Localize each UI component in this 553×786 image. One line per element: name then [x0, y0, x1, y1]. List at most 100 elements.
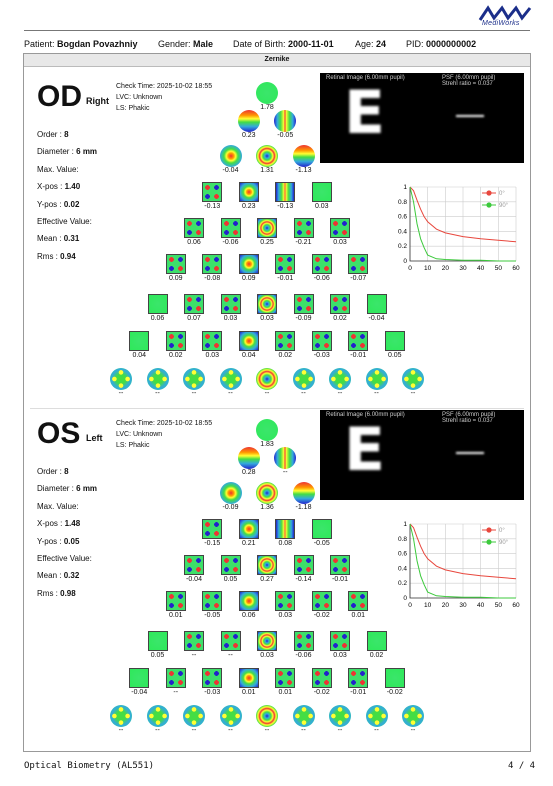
zernike-term-4-1 — [220, 555, 241, 575]
zernike-value-3-0: -0.15 — [204, 540, 221, 547]
retinal-image: Retinal Image (6.00mm pupil) PSF (6.00mm… — [320, 73, 524, 163]
zernike-value-5-4: -0.06 — [313, 275, 330, 282]
zernike-value-7-0: 0.04 — [132, 352, 147, 359]
zernike-term-5-0 — [165, 591, 186, 611]
zernike-value-8-3: -- — [228, 727, 233, 734]
zernike-term-4-1 — [220, 218, 241, 238]
x-tick-label: 30 — [459, 602, 467, 609]
zernike-value-5-0: 0.01 — [168, 612, 183, 619]
zernike-term-5-4 — [311, 254, 332, 274]
zernike-term-8-7 — [365, 368, 388, 390]
zernike-term-3-0 — [202, 182, 223, 202]
mtf-chart: 0 10 20 30 40 50 60 0 0.2 0.4 0.6 0.8 1 0° 90° — [396, 183, 521, 273]
x-tick-label: 0 — [408, 602, 412, 609]
age-field: Age: 24 — [355, 39, 387, 49]
y-tick-label: 0.6 — [398, 214, 407, 221]
zernike-value-5-1: -0.05 — [204, 612, 221, 619]
retinal-image: Retinal Image (6.00mm pupil) PSF (6.00mm… — [320, 410, 524, 500]
patient-name: Bogdan Povazhniy — [57, 39, 138, 49]
zernike-term-3-2 — [275, 182, 296, 202]
zernike-value-8-5: -- — [301, 390, 306, 397]
gender-field: Gender: Male — [158, 39, 214, 49]
zernike-term-8-0 — [110, 368, 132, 390]
zernike-term-2-0 — [219, 145, 242, 167]
zernike-value-5-2: 0.06 — [241, 612, 256, 619]
zernike-value-2-0: -0.09 — [222, 504, 239, 511]
zernike-value-6-3: 0.03 — [260, 652, 274, 659]
zernike-term-8-1 — [146, 705, 169, 727]
ls-text: LS: Phakic — [116, 105, 150, 112]
zernike-term-7-6 — [348, 668, 369, 688]
zernike-term-7-1 — [165, 331, 186, 351]
zernike-value-7-7: -0.02 — [386, 689, 403, 696]
zernike-term-7-2 — [202, 331, 223, 351]
zernike-term-8-4 — [256, 705, 278, 727]
zernike-value-5-0: 0.09 — [168, 275, 183, 282]
y-tick-label: 0 — [403, 258, 407, 265]
zernike-value-4-3: -0.21 — [295, 239, 312, 246]
x-tick-label: 50 — [495, 602, 503, 609]
zernike-value-0-0: 1.78 — [260, 104, 274, 111]
zernike-value-5-5: -0.07 — [350, 275, 367, 282]
ypos-value: 0.02 — [63, 199, 80, 209]
xpos-value: 1.40 — [64, 182, 81, 192]
zernike-term-6-3 — [257, 631, 277, 651]
series-line-1 — [409, 523, 516, 599]
zernike-term-2-1 — [256, 145, 278, 167]
zernike-term-5-3 — [275, 591, 296, 611]
zernike-value-8-2: -- — [191, 390, 197, 397]
psf-line — [456, 115, 484, 117]
rms-label: Rms : — [37, 251, 58, 261]
legend-label-0: 0° — [499, 528, 505, 534]
zernike-term-7-0 — [129, 331, 150, 351]
zernike-term-7-1 — [165, 668, 186, 688]
zernike-value-7-2: 0.03 — [205, 352, 220, 359]
zernike-term-8-8 — [402, 705, 424, 727]
zernike-value-8-2: -- — [191, 727, 197, 734]
psf-label: PSF (6.00mm pupil) Strehl ratio = 0.037 — [442, 75, 496, 87]
zernike-value-1-0: 0.28 — [241, 469, 256, 476]
pid-field: PID: 0000000002 — [406, 39, 477, 49]
zernike-term-7-7 — [384, 331, 405, 351]
zernike-value-6-6: 0.02 — [369, 652, 384, 659]
ypos-row: Y-pos : 0.05 — [37, 533, 97, 550]
e-optotype-icon: E — [344, 78, 385, 148]
zernike-value-6-3: 0.03 — [260, 315, 274, 322]
zernike-value-7-2: -0.03 — [204, 689, 221, 696]
rms-row: Rms : 0.98 — [37, 585, 97, 602]
check-info: Check Time: 2025-10-02 18:55 LVC: Unknown… — [116, 81, 212, 114]
zernike-value-8-4: -- — [264, 727, 270, 734]
zernike-term-7-6 — [348, 331, 369, 351]
eff-label: Effective Value: — [37, 217, 92, 227]
zernike-term-1-1 — [274, 447, 297, 469]
zernike-value-8-7: -- — [374, 390, 379, 397]
psf-line — [456, 452, 484, 454]
zernike-term-8-3 — [219, 705, 242, 727]
zernike-value-8-1: -- — [155, 727, 160, 734]
legend-marker-0 — [486, 190, 492, 196]
x-tick-label: 0 — [408, 265, 412, 272]
eye-code: OS — [37, 417, 81, 450]
zernike-value-8-6: -- — [337, 390, 343, 397]
lvc-text: LVC: Unknown — [116, 94, 163, 101]
diameter-label: Diameter : — [37, 147, 74, 157]
diameter-row: Diameter : 6 mm — [37, 143, 97, 160]
zernike-term-7-5 — [311, 668, 332, 688]
max-row: Max. Value: — [37, 498, 97, 515]
dob-field: Date of Birth: 2000-11-01 — [233, 39, 334, 49]
zernike-term-3-0 — [202, 519, 223, 539]
legend-marker-1 — [486, 202, 492, 208]
zernike-term-2-0 — [219, 482, 242, 504]
x-tick-label: 10 — [424, 602, 432, 609]
zernike-term-3-3 — [311, 519, 332, 539]
zernike-value-3-3: -0.05 — [313, 540, 330, 547]
y-tick-label: 0.2 — [398, 580, 407, 587]
zernike-term-5-1 — [202, 591, 223, 611]
legend-marker-0 — [486, 527, 492, 533]
zernike-value-6-2: -- — [228, 652, 233, 659]
zernike-term-4-4 — [330, 555, 350, 575]
zernike-value-2-1: 1.31 — [260, 167, 274, 174]
zernike-term-5-4 — [311, 591, 332, 611]
gender-value: Male — [193, 39, 214, 49]
zernike-value-3-1: 0.21 — [241, 540, 256, 547]
